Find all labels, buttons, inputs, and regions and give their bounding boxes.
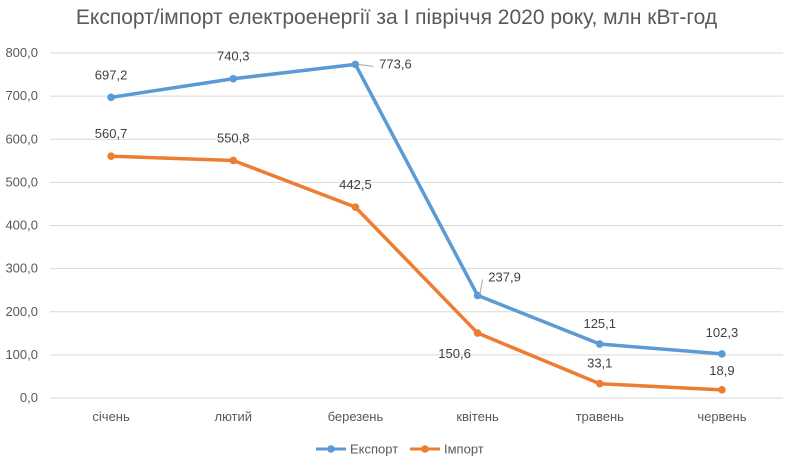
x-tick-label: березень xyxy=(328,409,384,424)
data-label: 102,3 xyxy=(706,325,739,340)
data-point xyxy=(718,350,726,358)
data-label: 442,5 xyxy=(339,177,372,192)
legend: Експорт Імпорт xyxy=(316,442,484,457)
data-point xyxy=(229,74,238,83)
data-label: 697,2 xyxy=(95,67,128,82)
x-tick-label: січень xyxy=(92,409,130,424)
x-tick-label: лютий xyxy=(214,409,252,424)
legend-swatch-marker xyxy=(327,445,335,453)
x-tick-label: квітень xyxy=(456,409,499,424)
x-axis-ticks: січень лютий березень квітень травень червень xyxy=(92,409,746,424)
chart-title: Експорт/імпорт електроенергії за І піврі… xyxy=(75,6,718,29)
data-label: 740,3 xyxy=(217,49,250,64)
x-tick-label: червень xyxy=(697,409,746,424)
label-leader-line xyxy=(357,63,374,67)
data-point xyxy=(351,203,360,211)
y-tick-label: 600,0 xyxy=(5,131,38,146)
data-point xyxy=(107,93,115,102)
data-label: 560,7 xyxy=(95,126,128,141)
data-point xyxy=(473,329,482,337)
y-tick-label: 100,0 xyxy=(5,347,38,362)
gridlines xyxy=(50,52,783,399)
y-tick-label: 500,0 xyxy=(5,174,38,189)
data-label: 150,6 xyxy=(438,346,471,361)
data-labels: 697,2 740,3 773,6 237,9 125,1 102,3 560,7 550,8… xyxy=(95,49,738,378)
data-label: 773,6 xyxy=(379,56,412,71)
label-leader-line xyxy=(479,279,484,296)
series-line-import xyxy=(109,154,724,392)
legend-swatch-marker xyxy=(421,445,429,453)
legend-label: Імпорт xyxy=(444,442,484,457)
data-point xyxy=(595,340,604,348)
y-tick-label: 800,0 xyxy=(5,45,38,60)
series-line-export xyxy=(109,62,724,356)
data-point xyxy=(351,60,360,69)
y-tick-label: 700,0 xyxy=(5,88,38,103)
y-tick-label: 300,0 xyxy=(5,261,38,276)
data-label: 550,8 xyxy=(217,130,250,145)
y-tick-label: 0,0 xyxy=(20,390,38,405)
y-tick-label: 200,0 xyxy=(5,304,38,319)
data-point xyxy=(595,379,604,388)
x-tick-label: травень xyxy=(576,409,625,424)
data-point xyxy=(229,156,238,165)
series-group xyxy=(107,60,726,394)
data-point xyxy=(718,386,726,394)
data-point xyxy=(107,152,115,160)
data-label: 18,9 xyxy=(709,363,734,378)
data-label: 125,1 xyxy=(583,316,616,331)
legend-label: Експорт xyxy=(350,442,398,457)
y-axis-ticks: 0,0 100,0 200,0 300,0 400,0 500,0 600,0 700,0 80… xyxy=(5,45,38,405)
y-tick-label: 400,0 xyxy=(5,218,38,233)
data-label: 33,1 xyxy=(587,356,612,371)
data-label: 237,9 xyxy=(488,269,521,284)
